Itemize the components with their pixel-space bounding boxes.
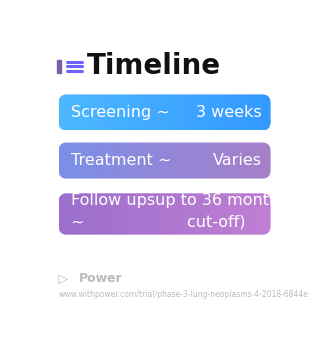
Text: Follow upsup to 36 months (data
~                    cut-off): Follow upsup to 36 months (data ~ cut-of…	[71, 193, 320, 229]
Text: Varies: Varies	[213, 153, 262, 168]
Text: ◁: ◁	[59, 272, 68, 285]
Text: www.withpower.com/trial/phase-3-lung-neoplasms-4-2018-6844e: www.withpower.com/trial/phase-3-lung-neo…	[59, 290, 308, 299]
Text: Power: Power	[78, 272, 122, 285]
Text: Treatment ~: Treatment ~	[71, 153, 172, 168]
Text: Screening ~: Screening ~	[71, 105, 170, 120]
Text: 3 weeks: 3 weeks	[196, 105, 262, 120]
Text: Timeline: Timeline	[87, 52, 221, 80]
